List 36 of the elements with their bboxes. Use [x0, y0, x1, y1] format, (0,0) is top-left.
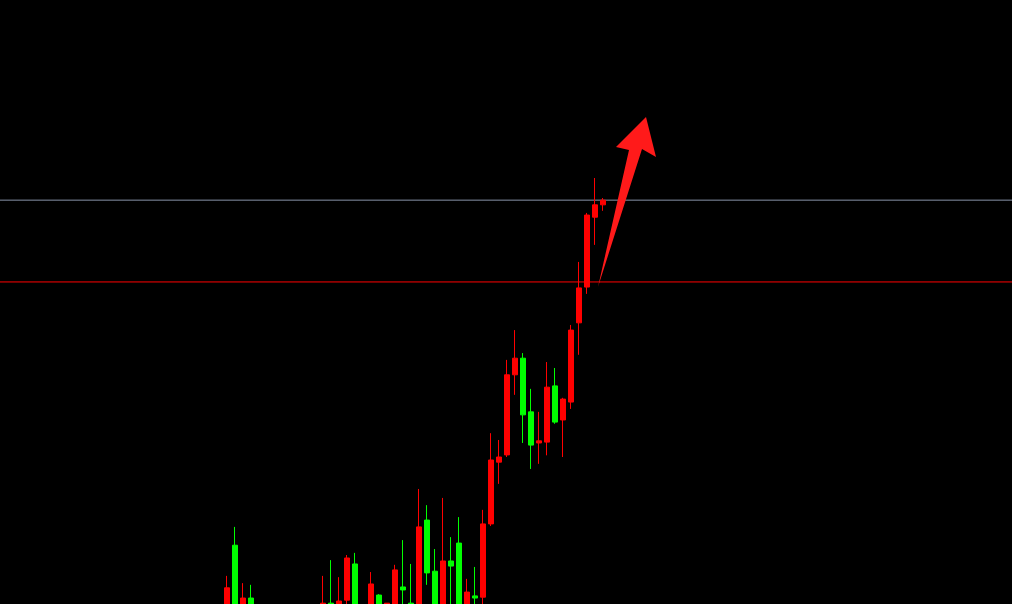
candlestick [480, 509, 486, 604]
candlestick [520, 352, 526, 444]
candlestick [568, 324, 574, 410]
candlestick [336, 576, 342, 604]
candlestick [400, 539, 406, 604]
candlestick [440, 497, 446, 604]
candlestick [328, 559, 334, 604]
candlestick [504, 359, 510, 458]
candlestick [512, 329, 518, 396]
candlestick [344, 554, 350, 604]
candlestick [488, 432, 494, 527]
candlestick [224, 575, 230, 604]
candlestick [368, 571, 374, 604]
candlestick [232, 526, 238, 604]
candlestick [392, 564, 398, 604]
candlestick [376, 593, 382, 604]
candlestick [528, 388, 534, 470]
candlestick [448, 536, 454, 604]
candlestick [320, 575, 326, 604]
candlestick [352, 552, 358, 604]
candlestick [424, 504, 430, 586]
candlestick [592, 177, 598, 246]
candlestick [536, 411, 542, 465]
candlestick [560, 397, 566, 458]
candlestick [600, 197, 606, 212]
candlestick [432, 548, 438, 604]
candlestick [472, 566, 478, 604]
candlestick [456, 516, 462, 604]
candlestick [544, 361, 550, 456]
candlestick [496, 439, 502, 485]
candlestick [408, 563, 414, 604]
candlestick [552, 367, 558, 425]
candlestick [416, 488, 422, 604]
candlestick [248, 584, 254, 604]
candlestick [240, 582, 246, 604]
candlestick [464, 578, 470, 604]
